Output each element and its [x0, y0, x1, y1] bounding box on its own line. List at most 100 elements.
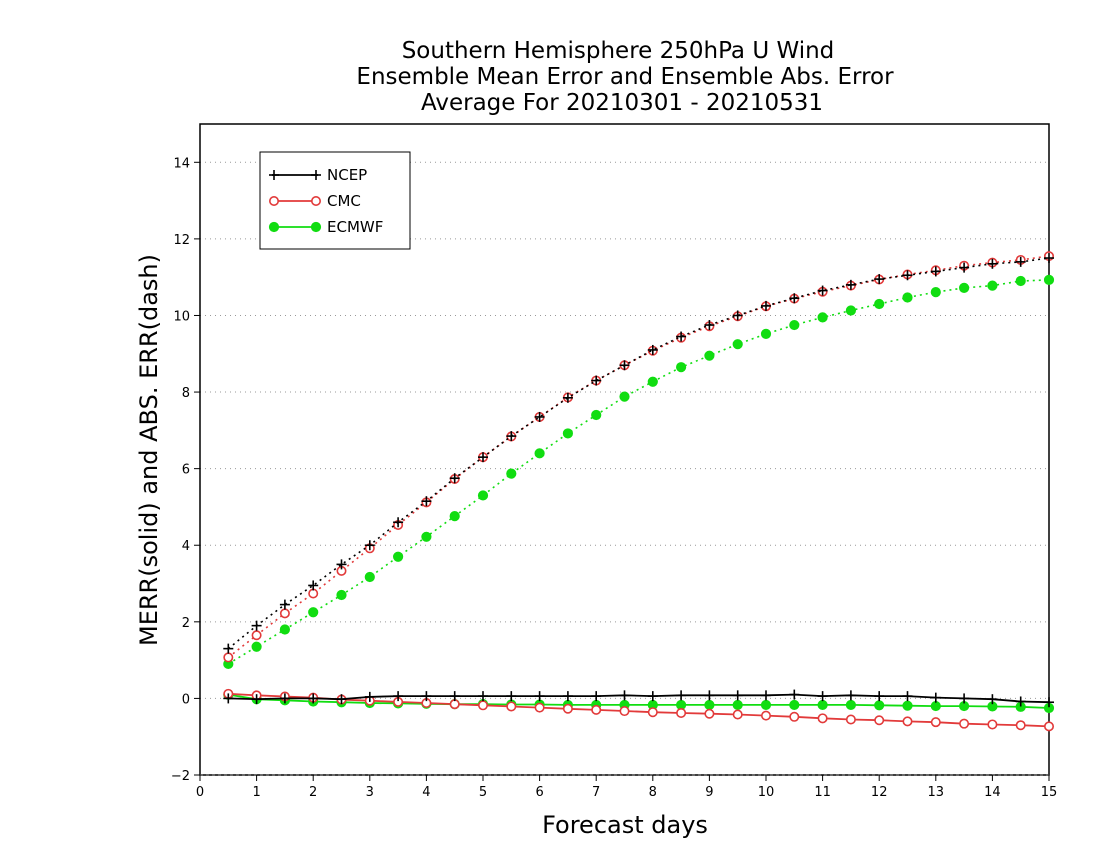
- point-ecmwf-abs-err: [477, 490, 489, 501]
- point-ncep-merr: [478, 691, 488, 702]
- point-ncep-merr: [421, 691, 432, 702]
- point-ncep-merr: [591, 691, 602, 702]
- point-ecmwf-abs-err: [817, 312, 828, 323]
- point-cmc-merr: [1044, 721, 1055, 732]
- point-ncep-abs-err: [845, 279, 856, 290]
- point-ecmwf-merr: [874, 700, 885, 711]
- x-tick-label: 14: [984, 785, 1001, 800]
- chart-title-line-3: Average For 20210301 - 20210531: [421, 90, 823, 116]
- point-ncep-abs-err: [1015, 256, 1026, 267]
- point-ncep-abs-err: [817, 285, 828, 296]
- y-axis-label: MERR(solid) and ABS. ERR(dash): [135, 254, 163, 646]
- point-ecmwf-abs-err: [336, 589, 347, 601]
- point-ncep-merr: [562, 691, 573, 702]
- point-cmc-merr: [647, 707, 658, 718]
- x-tick-label: 12: [871, 785, 888, 800]
- point-ecmwf-abs-err: [845, 305, 857, 316]
- point-cmc-merr: [930, 717, 941, 728]
- point-cmc-merr: [959, 718, 970, 729]
- point-ncep-abs-err: [1044, 253, 1054, 264]
- legend-marker-cmc: [268, 196, 279, 207]
- y-tick-label: 14: [173, 156, 190, 171]
- point-ecmwf-merr: [760, 699, 772, 711]
- point-cmc-merr: [987, 719, 998, 730]
- point-cmc-merr: [591, 704, 602, 715]
- point-ncep-merr: [1015, 696, 1026, 707]
- point-ecmwf-abs-err: [732, 339, 743, 350]
- point-ecmwf-abs-err: [364, 571, 375, 583]
- point-ncep-merr: [732, 690, 743, 701]
- point-ecmwf-abs-err: [619, 391, 630, 402]
- point-ncep-abs-err: [619, 360, 630, 371]
- point-ecmwf-abs-err: [279, 624, 290, 635]
- point-ncep-abs-err: [478, 452, 488, 463]
- legend: NCEP CMC ECMWF: [259, 151, 411, 250]
- point-ncep-merr: [930, 692, 941, 703]
- point-ncep-merr: [393, 691, 404, 702]
- point-ecmwf-abs-err: [704, 350, 715, 361]
- x-tick-label: 15: [1041, 785, 1058, 800]
- point-ncep-merr: [336, 694, 347, 705]
- point-ncep-abs-err: [251, 620, 262, 631]
- y-tick-label: 0: [182, 692, 190, 707]
- point-cmc-merr: [506, 701, 517, 712]
- point-ncep-abs-err: [279, 599, 290, 610]
- point-ecmwf-abs-err: [647, 376, 658, 387]
- point-ncep-merr: [647, 691, 658, 702]
- y-tick-label: 2: [182, 616, 190, 631]
- chart-title: Southern Hemisphere 250hPa U Wind Ensemb…: [356, 38, 894, 116]
- point-cmc-merr: [845, 714, 856, 725]
- x-tick-label: 3: [366, 785, 374, 800]
- x-tick-label: 4: [422, 785, 430, 800]
- x-tick-label: 8: [649, 785, 657, 800]
- legend-label-cmc: CMC: [327, 192, 361, 210]
- point-ncep-merr: [251, 694, 262, 705]
- point-ecmwf-merr: [704, 699, 715, 711]
- point-ecmwf-abs-err: [591, 409, 602, 421]
- point-ncep-abs-err: [336, 559, 347, 570]
- point-ecmwf-abs-err: [449, 511, 460, 522]
- x-axis-label: Forecast days: [542, 811, 708, 839]
- point-cmc-abs-err: [308, 588, 319, 599]
- point-ncep-abs-err: [704, 320, 715, 331]
- x-tick-label: 10: [758, 785, 775, 800]
- point-ncep-merr: [987, 694, 998, 705]
- point-ncep-abs-err: [421, 496, 432, 507]
- legend-marker-ecmwf: [268, 221, 280, 233]
- point-ncep-abs-err: [789, 293, 800, 304]
- point-ncep-merr: [534, 691, 545, 702]
- point-ecmwf-abs-err: [874, 298, 885, 310]
- point-ncep-abs-err: [449, 473, 460, 484]
- point-ncep-abs-err: [562, 392, 573, 403]
- y-tick-label: 6: [182, 463, 190, 478]
- point-cmc-merr: [760, 710, 771, 721]
- point-ncep-abs-err: [223, 643, 234, 654]
- point-ecmwf-abs-err: [562, 428, 574, 439]
- point-ncep-abs-err: [874, 274, 885, 285]
- series-ncep-abs-err-line: [227, 257, 1050, 650]
- point-cmc-abs-err: [223, 652, 234, 663]
- point-ecmwf-merr: [845, 699, 857, 711]
- legend-marker-ncep: [311, 170, 321, 180]
- point-ecmwf-abs-err: [760, 328, 772, 339]
- point-ncep-abs-err: [732, 310, 743, 321]
- point-cmc-merr: [477, 700, 488, 711]
- x-tick-label: 13: [928, 785, 945, 800]
- point-ncep-merr: [845, 690, 856, 701]
- point-ncep-abs-err: [761, 300, 771, 311]
- point-ncep-abs-err: [534, 411, 545, 422]
- plot-series: [223, 251, 1055, 732]
- y-tick-label: −2: [171, 769, 190, 784]
- point-ecmwf-abs-err: [676, 362, 687, 373]
- point-ecmwf-abs-err: [789, 319, 800, 331]
- legend-marker-cmc: [310, 196, 321, 207]
- series-ecmwf-abs-err-line: [227, 279, 1050, 665]
- point-ecmwf-abs-err: [902, 292, 913, 303]
- x-tick-label: 5: [479, 785, 487, 800]
- point-ncep-merr: [676, 690, 687, 701]
- x-tick-label: 6: [535, 785, 543, 800]
- point-ecmwf-abs-err: [534, 448, 545, 459]
- point-cmc-abs-err: [279, 608, 290, 619]
- point-ncep-abs-err: [647, 344, 658, 355]
- x-tick-label: 9: [705, 785, 713, 800]
